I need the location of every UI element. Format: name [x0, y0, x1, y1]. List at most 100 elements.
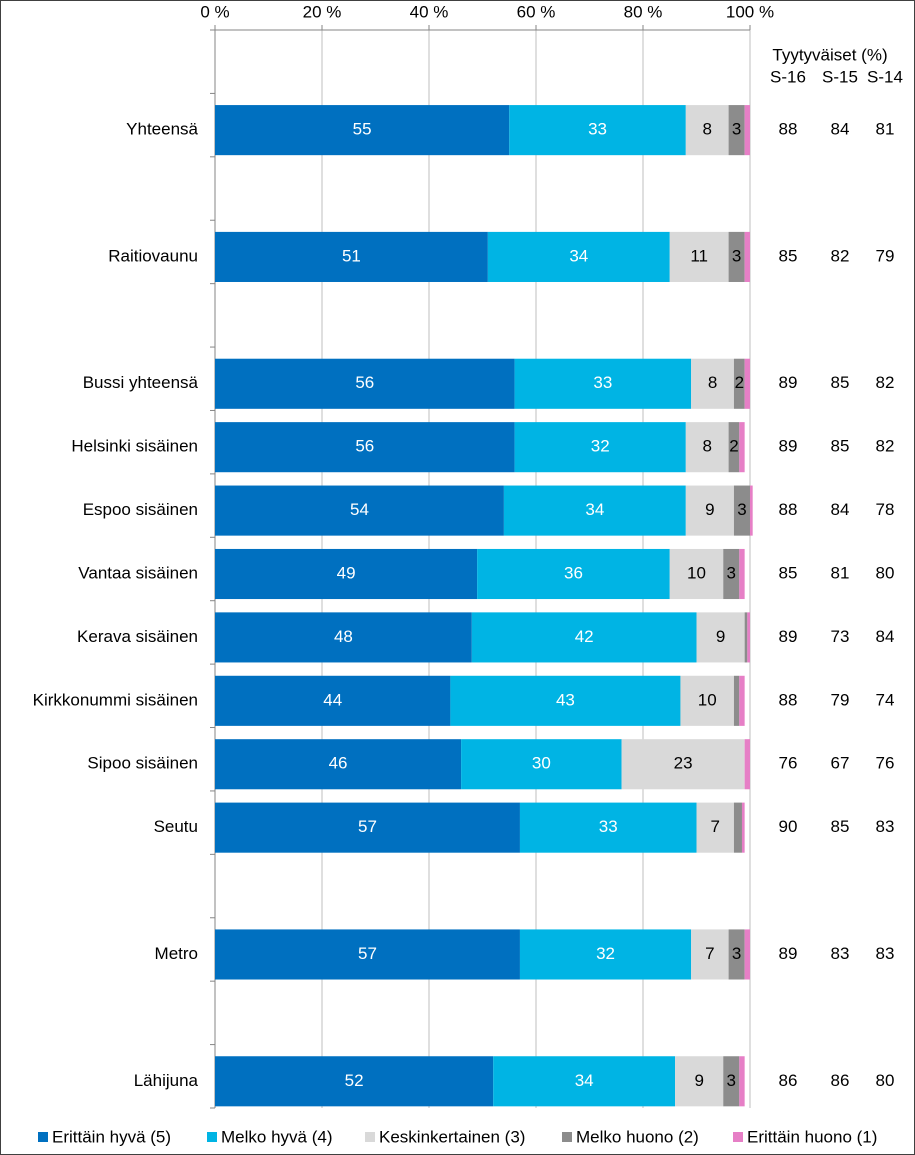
data-label: 3: [727, 563, 736, 582]
data-label: 52: [345, 1071, 364, 1090]
bar-segment: [669, 548, 724, 600]
table-cell: 88: [779, 120, 798, 139]
bar-segment: [621, 739, 745, 790]
category-label: Espoo sisäinen: [83, 500, 198, 519]
data-label: 48: [334, 627, 353, 646]
category-label: Helsinki sisäinen: [71, 437, 198, 456]
bar-segment: [747, 612, 750, 663]
table-cell: 88: [779, 690, 798, 709]
bar-segment: [215, 612, 472, 663]
data-label: 54: [350, 500, 369, 519]
bar-segment: [215, 422, 515, 473]
bar-segment: [514, 358, 692, 409]
data-label: 9: [705, 500, 714, 519]
table-cell: 84: [831, 120, 850, 139]
bar-segment: [685, 105, 729, 156]
table-cell: 67: [831, 754, 850, 773]
x-tick-label: 40 %: [410, 2, 449, 21]
data-label: 30: [532, 754, 551, 773]
category-label: Seutu: [154, 817, 198, 836]
bar-segment: [739, 548, 745, 600]
bar-segment: [744, 105, 750, 156]
bar-segment: [691, 358, 734, 409]
table-cell: 83: [876, 817, 895, 836]
legend-swatch: [365, 1132, 375, 1142]
bar-segment: [728, 231, 745, 282]
table-cell: 88: [779, 500, 798, 519]
legend-swatch: [38, 1132, 48, 1142]
bar-segment: [471, 612, 697, 663]
bar-segment: [741, 802, 745, 853]
category-label: Raitiovaunu: [108, 246, 198, 265]
category-label: Vantaa sisäinen: [78, 563, 198, 582]
bar-segment: [493, 1056, 676, 1107]
bar-segment: [723, 1056, 740, 1107]
bar-segment: [215, 675, 451, 726]
bar-segment: [215, 739, 462, 790]
bar-segment: [215, 1056, 494, 1107]
table-cell: 81: [831, 563, 850, 582]
bar-segment: [691, 929, 729, 980]
bar-segment: [733, 485, 750, 536]
category-label: Yhteensä: [126, 120, 198, 139]
category-label: Kerava sisäinen: [77, 627, 198, 646]
bar-segment: [744, 612, 748, 663]
table-cell: 84: [876, 627, 895, 646]
x-tick-label: 80 %: [624, 2, 663, 21]
table-cell: 82: [876, 437, 895, 456]
data-label: 10: [698, 690, 717, 709]
bar-segment: [215, 358, 515, 409]
data-label: 55: [353, 120, 372, 139]
bar-segment: [744, 929, 750, 980]
table-cell: 76: [876, 754, 895, 773]
table-cell: 89: [779, 627, 798, 646]
table-cell: 86: [831, 1071, 850, 1090]
legend-label: Melko huono (2): [576, 1127, 699, 1146]
table-cell: 82: [876, 373, 895, 392]
bar-segment: [723, 548, 740, 600]
table-cell: 86: [779, 1071, 798, 1090]
bar-segment: [728, 105, 745, 156]
data-label: 7: [710, 817, 719, 836]
legend-swatch: [733, 1132, 743, 1142]
data-label: 33: [593, 373, 612, 392]
bar-segment: [680, 675, 734, 726]
data-label: 8: [708, 373, 717, 392]
bar-segment: [733, 802, 742, 853]
data-label: 32: [596, 944, 615, 963]
bar-segment: [450, 675, 681, 726]
data-label: 11: [690, 246, 708, 265]
bar-segment: [696, 802, 734, 853]
data-label: 8: [702, 437, 711, 456]
data-label: 34: [585, 500, 604, 519]
data-label: 9: [716, 627, 725, 646]
bar-segment: [215, 548, 478, 600]
bar-segment: [728, 929, 745, 980]
table-cell: 85: [831, 373, 850, 392]
table-cell: 85: [779, 246, 798, 265]
table-cell: 84: [831, 500, 850, 519]
bar-segment: [744, 358, 750, 409]
data-label: 3: [732, 120, 741, 139]
table-column: S-14: [867, 67, 903, 86]
data-label: 8: [702, 120, 711, 139]
bar-segment: [519, 802, 697, 853]
bar-segment: [675, 1056, 724, 1107]
table-cell: 85: [831, 437, 850, 456]
x-tick-label: 100 %: [726, 2, 774, 21]
bar-segment: [685, 485, 734, 536]
bar-segment: [750, 485, 753, 536]
data-label: 3: [737, 500, 746, 519]
bar-segment: [215, 231, 488, 282]
data-label: 43: [556, 690, 575, 709]
table-cell: 80: [876, 1071, 895, 1090]
data-label: 36: [564, 563, 583, 582]
category-label: Metro: [155, 944, 198, 963]
bar-segment: [739, 1056, 745, 1107]
bar-segment: [733, 358, 745, 409]
bar-segment: [696, 612, 745, 663]
table-cell: 83: [876, 944, 895, 963]
legend-label: Melko hyvä (4): [221, 1127, 332, 1146]
category-label: Sipoo sisäinen: [87, 754, 198, 773]
